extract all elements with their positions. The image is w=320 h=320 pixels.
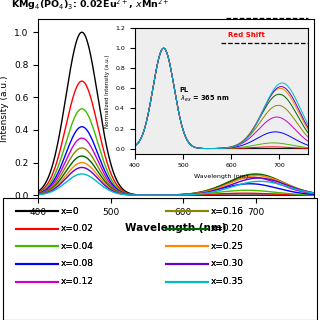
Text: x=0.35: x=0.35 (211, 277, 244, 286)
Y-axis label: Intensity (a.u.): Intensity (a.u.) (0, 76, 9, 142)
Text: x=0.25: x=0.25 (211, 242, 244, 251)
X-axis label: Wavelength (nm): Wavelength (nm) (125, 223, 227, 233)
Text: x=0.12: x=0.12 (61, 277, 94, 286)
Text: x=0: x=0 (61, 207, 79, 216)
Text: x=0.02: x=0.02 (61, 224, 94, 233)
Text: x=0.30: x=0.30 (211, 260, 244, 268)
Text: $\lambda_{ex}$ = 365 nm: $\lambda_{ex}$ = 365 nm (148, 63, 225, 77)
Text: x=0.04: x=0.04 (61, 242, 94, 251)
Text: x=0.16: x=0.16 (211, 207, 244, 216)
Text: x=0.12: x=0.12 (61, 277, 94, 286)
Text: x=0.08: x=0.08 (61, 260, 94, 268)
Text: x=0.35: x=0.35 (211, 277, 244, 286)
Text: x=0: x=0 (61, 207, 79, 216)
Text: x=0.04: x=0.04 (61, 242, 94, 251)
Text: KMg$_4$(PO$_4$)$_3$: 0.02Eu$^{2+}$, $x$Mn$^{2+}$: KMg$_4$(PO$_4$)$_3$: 0.02Eu$^{2+}$, $x$M… (11, 0, 170, 12)
Text: x=0.20: x=0.20 (211, 224, 244, 233)
Text: x=0.25: x=0.25 (211, 242, 244, 251)
Text: x=0.16: x=0.16 (211, 207, 244, 216)
Text: x=0.30: x=0.30 (211, 260, 244, 268)
Text: x=0.08: x=0.08 (61, 260, 94, 268)
Text: x=0.20: x=0.20 (211, 224, 244, 233)
Text: x=0.02: x=0.02 (61, 224, 94, 233)
